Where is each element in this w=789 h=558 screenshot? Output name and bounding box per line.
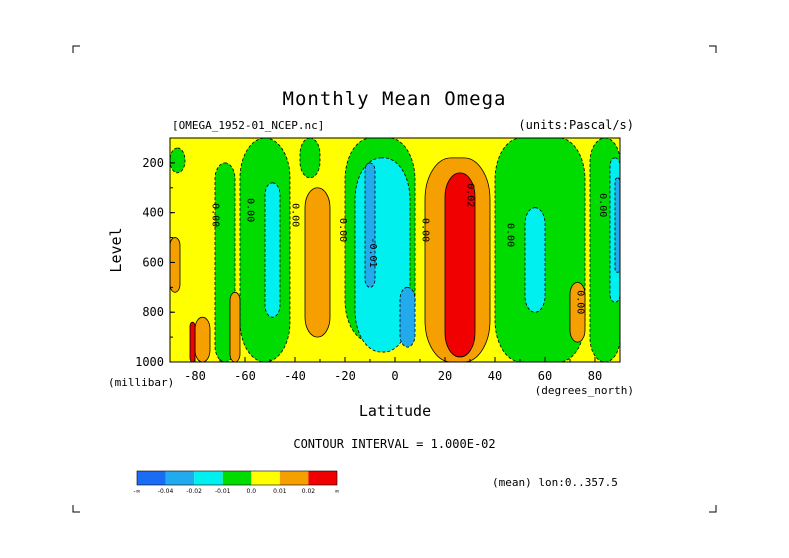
contour-region [569, 281, 586, 343]
contour-label: 0.00 [337, 218, 348, 242]
contour-labels: 0.00 0.00 0.00 0.00 -0.01 0.00 0.02 0.00 0.00 0.0… [210, 183, 609, 314]
y-axis-label: Level [107, 227, 125, 272]
x-tick-label: -80 [184, 369, 206, 383]
contour-label: 0.00 [245, 198, 256, 222]
contour-region [264, 182, 281, 318]
contour-label: 0.00 [597, 193, 608, 217]
x-axis-unit: (degrees_north) [535, 384, 634, 397]
contour-region [170, 147, 186, 174]
x-tick-label: 60 [538, 369, 552, 383]
units-label: (units:Pascal/s) [518, 118, 634, 132]
contour-region [364, 162, 376, 288]
y-tick-label: 400 [142, 206, 164, 220]
x-tick-label: 80 [588, 369, 602, 383]
colorbar-label: 0.02 [302, 488, 316, 495]
x-tick-label: 20 [438, 369, 452, 383]
colorbar: -∞ -0.04 -0.02 -0.01 0.0 0.01 0.02 ∞ [133, 470, 340, 495]
colorbar-swatch [222, 471, 252, 485]
y-tick-label: 800 [142, 305, 164, 319]
contour-label: -0.01 [367, 237, 378, 267]
colorbar-label: -0.01 [215, 488, 231, 495]
chart-title: Monthly Mean Omega [282, 88, 507, 110]
contour-region [524, 207, 546, 313]
contour-label: 0.00 [210, 203, 221, 227]
contour-label: 0.00 [575, 290, 586, 314]
colorbar-label: -0.02 [186, 488, 202, 495]
crop-mark-top-right [709, 45, 717, 53]
colorbar-swatch [279, 471, 309, 485]
colorbar-label: -0.04 [158, 488, 174, 495]
contour-region [170, 237, 181, 293]
crop-mark-bottom-left [72, 505, 80, 513]
y-tick-label: 1000 [135, 355, 164, 369]
colorbar-swatch [251, 471, 280, 485]
y-tick-label: 200 [142, 156, 164, 170]
x-tick-label: -20 [334, 369, 356, 383]
x-tick-label: -40 [284, 369, 306, 383]
colorbar-label: 0.0 [247, 488, 257, 495]
contour-region [194, 316, 211, 362]
x-tick-label: 40 [488, 369, 502, 383]
mean-longitude-text: (mean) lon:0..357.5 [492, 476, 618, 489]
contour-region [229, 291, 241, 362]
crop-mark-top-left [72, 45, 80, 53]
crop-mark-bottom-right [709, 505, 717, 513]
colorbar-frame [136, 470, 338, 486]
contour-region [444, 172, 476, 358]
x-tick-label: -60 [234, 369, 256, 383]
contour-region [399, 286, 416, 348]
y-axis-unit: (millibar) [108, 376, 174, 389]
x-axis: -80 -60 -40 -20 0 20 40 60 80 [169, 357, 621, 383]
contour-region [614, 177, 620, 273]
contour-region [189, 321, 196, 362]
contour-fill-layer [170, 138, 620, 362]
colorbar-swatch [165, 471, 195, 485]
contour-label: 0.00 [290, 203, 301, 227]
y-axis: 200 400 600 800 1000 [135, 137, 175, 369]
x-tick-label: 0 [391, 369, 398, 383]
colorbar-swatch [194, 471, 223, 485]
contour-region [299, 138, 321, 179]
colorbar-label: ∞ [335, 488, 340, 495]
contour-label: 0.02 [465, 183, 476, 207]
colorbar-label: -∞ [133, 488, 140, 495]
colorbar-label: 0.01 [273, 488, 287, 495]
colorbar-swatch [308, 471, 337, 485]
colorbar-swatch [137, 471, 166, 485]
x-axis-label: Latitude [359, 402, 431, 420]
file-label: [OMEGA_1952-01_NCEP.nc] [172, 119, 325, 132]
contour-interval-text: CONTOUR INTERVAL = 1.000E-02 [293, 437, 496, 451]
contour-label: 0.00 [505, 223, 516, 247]
y-tick-label: 600 [142, 255, 164, 269]
contour-label: 0.00 [420, 218, 431, 242]
contour-region [304, 187, 331, 338]
